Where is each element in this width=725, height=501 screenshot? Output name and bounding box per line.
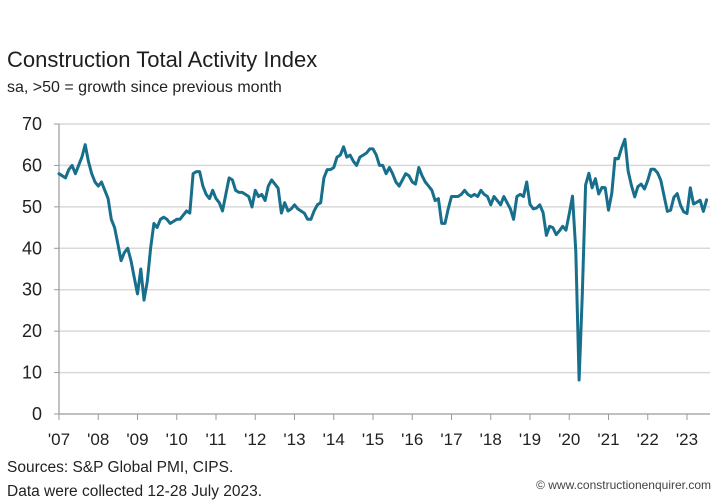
x-tick-label: '12 [244,430,266,449]
y-tick-label: 30 [22,280,42,300]
x-tick-label: '09 [126,430,148,449]
collection-note: Data were collected 12-28 July 2023. [7,483,262,501]
series-line [59,139,707,380]
y-tick-label: 50 [22,197,42,217]
x-tick-label: '10 [166,430,188,449]
source-note: Sources: S&P Global PMI, CIPS. [7,459,233,477]
y-tick-label: 0 [32,404,42,424]
x-tick-label: '23 [676,430,698,449]
x-tick-label: '16 [401,430,423,449]
watermark: © www.constructionenquirer.com [536,478,711,492]
x-tick-label: '14 [323,430,345,449]
x-tick-label: '17 [440,430,462,449]
x-tick-label: '15 [362,430,384,449]
y-tick-label: 40 [22,238,42,258]
x-tick-label: '21 [597,430,619,449]
x-tick-label: '08 [87,430,109,449]
y-tick-label: 10 [22,363,42,383]
y-tick-label: 20 [22,321,42,341]
x-tick-label: '18 [480,430,502,449]
x-tick-label: '11 [206,430,227,449]
x-tick-label: '19 [519,430,541,449]
y-tick-label: 70 [22,114,42,134]
x-tick-label: '22 [637,430,659,449]
x-tick-label: '20 [558,430,580,449]
x-tick-label: '13 [283,430,305,449]
x-tick-label: '07 [48,430,70,449]
y-tick-label: 60 [22,155,42,175]
